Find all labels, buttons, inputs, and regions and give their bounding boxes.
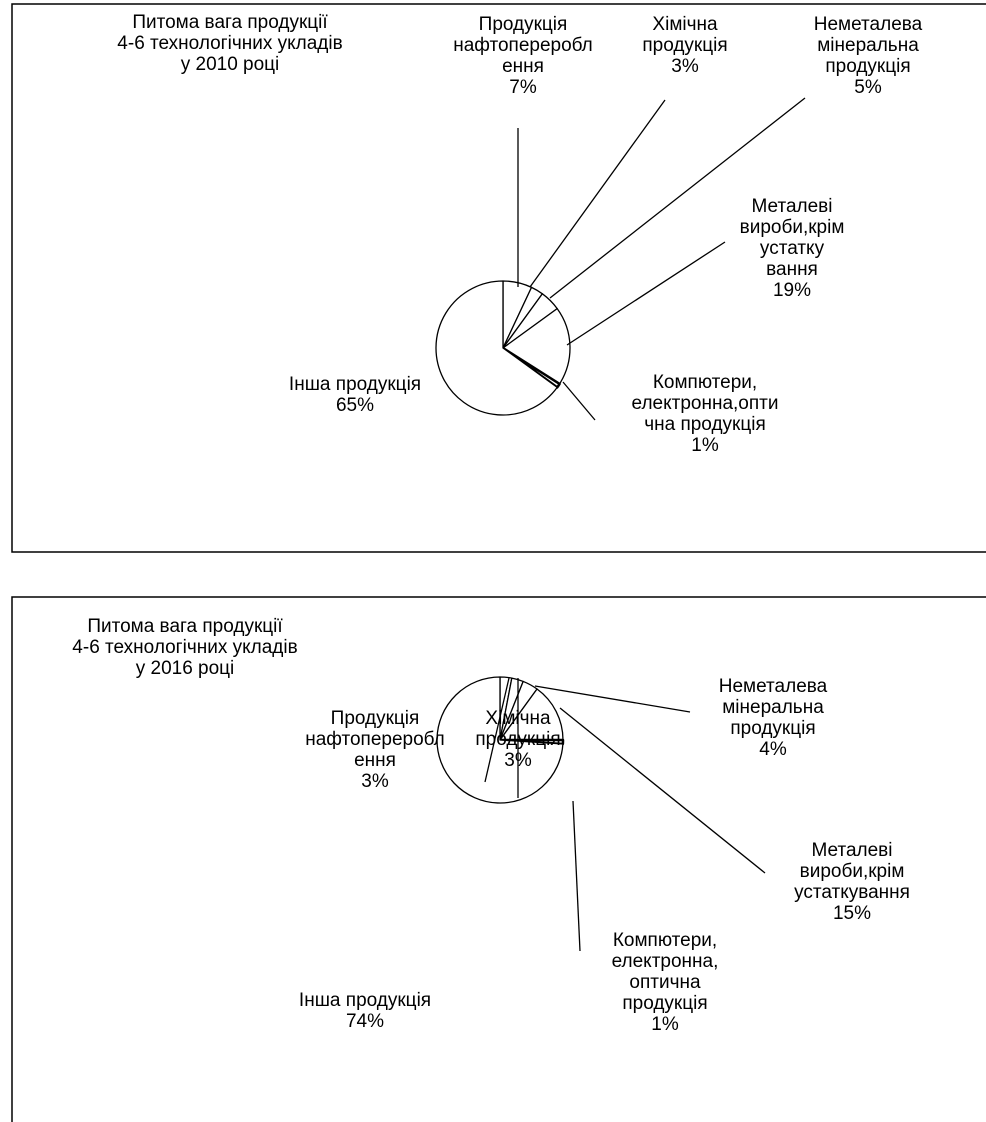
pie-chart-2010: Питома вага продукції 4-6 технологічних у… — [117, 12, 922, 456]
leader-line — [534, 685, 691, 713]
chart-title-line: 4-6 технологічних укладів — [72, 637, 297, 658]
slice-label-line: Продукція — [479, 14, 568, 35]
slice-label-line: продукція — [825, 56, 910, 77]
chart-title: Питома вага продукції 4-6 технологічних у… — [117, 12, 342, 75]
slice-label: Хімічна продукція 3% — [475, 708, 560, 771]
slice-label-line: 7% — [509, 77, 537, 98]
pie-slice — [502, 307, 571, 385]
pie-slice — [436, 676, 564, 804]
slice-label-line: 65% — [336, 395, 374, 416]
leader-line — [559, 707, 766, 874]
slice-label: Неметалева мінеральна продукція 5% — [814, 14, 923, 98]
slice-label: Компютери, електронна, оптична продукція 1% — [612, 930, 719, 1035]
slice-label-line: мінеральна — [817, 35, 919, 56]
chart-frame-2010 — [11, 3, 986, 553]
slice-label-line: вироби,крім — [740, 217, 845, 238]
slice-label-line: Хімічна — [652, 14, 718, 35]
slice-label: Металеві вироби,крім устаткування 15% — [794, 840, 910, 924]
slice-label-line: оптична — [629, 972, 701, 993]
leader-line — [572, 800, 581, 952]
slice-label-line: Металеві — [811, 840, 892, 861]
slice-label-line: 15% — [833, 903, 871, 924]
slice-label-line: 3% — [361, 771, 389, 792]
leader-line — [562, 381, 596, 421]
slice-label-line: 3% — [504, 750, 532, 771]
slice-label-line: Інша продукція — [289, 374, 421, 395]
slice-label-line: 19% — [773, 280, 811, 301]
leader-line — [529, 99, 666, 288]
slice-label: Металеві вироби,крім устатку вання 19% — [740, 196, 845, 301]
slice-label-line: 3% — [671, 56, 699, 77]
slice-label-line: 5% — [854, 77, 882, 98]
slice-label-line: нафтопереробл — [305, 729, 445, 750]
slice-label: Неметалева мінеральна продукція 4% — [719, 676, 828, 760]
slice-label-line: устатку — [760, 238, 825, 259]
chart-title-line: у 2016 році — [136, 658, 235, 679]
slice-label-line: Хімічна — [485, 708, 551, 729]
slice-label-line: Продукція — [331, 708, 420, 729]
slice-label: Інша продукція 65% — [289, 374, 421, 416]
slice-label-line: 1% — [651, 1014, 679, 1035]
leader-line — [484, 677, 510, 783]
slice-label-line: електронна,опти — [632, 393, 779, 414]
slice-label-line: Металеві — [751, 196, 832, 217]
slice-label-line: продукція — [730, 718, 815, 739]
slice-label-line: ення — [502, 56, 544, 77]
slice-label-line: Інша продукція — [299, 990, 431, 1011]
slice-label: Хімічна продукція 3% — [642, 14, 727, 77]
chart-title-line: у 2010 році — [181, 54, 280, 75]
slice-label-line: вання — [766, 259, 818, 280]
slice-label-line: 74% — [346, 1011, 384, 1032]
slice-label: Компютери, електронна,опти чна продукція 1% — [632, 372, 779, 456]
slice-label-line: ення — [354, 750, 396, 771]
slice-label: Продукція нафтопереробл ення 3% — [305, 708, 445, 792]
leader-line — [566, 241, 726, 346]
slice-label-line: нафтопереробл — [453, 35, 593, 56]
slice-label-line: устаткування — [794, 882, 910, 903]
chart-title-line: Питома вага продукції — [132, 12, 328, 33]
slice-label-line: Компютери, — [613, 930, 717, 951]
pie-slice — [435, 280, 558, 416]
slice-label-line: чна продукція — [644, 414, 766, 435]
pie-chart-2016: Питома вага продукції 4-6 технологічних у… — [72, 616, 910, 1035]
slice-label: Продукція нафтопереробл ення 7% — [453, 14, 593, 98]
chart-title-line: Питома вага продукції — [87, 616, 283, 637]
slice-label-line: Компютери, — [653, 372, 757, 393]
slice-label-line: мінеральна — [722, 697, 824, 718]
leader-line — [549, 97, 806, 299]
slice-label-line: 1% — [691, 435, 719, 456]
slice-label-line: електронна, — [612, 951, 719, 972]
slice-label-line: продукція — [475, 729, 560, 750]
chart-title: Питома вага продукції 4-6 технологічних у… — [72, 616, 297, 679]
slice-label-line: Неметалева — [814, 14, 923, 35]
slice-label-line: вироби,крім — [800, 861, 905, 882]
chart-title-line: 4-6 технологічних укладів — [117, 33, 342, 54]
slice-label: Інша продукція 74% — [299, 990, 431, 1032]
chart-frame-2016 — [11, 596, 986, 1122]
slice-label-line: продукція — [622, 993, 707, 1014]
slice-label-line: Неметалева — [719, 676, 828, 697]
slice-label-line: продукція — [642, 35, 727, 56]
slice-label-line: 4% — [759, 739, 787, 760]
